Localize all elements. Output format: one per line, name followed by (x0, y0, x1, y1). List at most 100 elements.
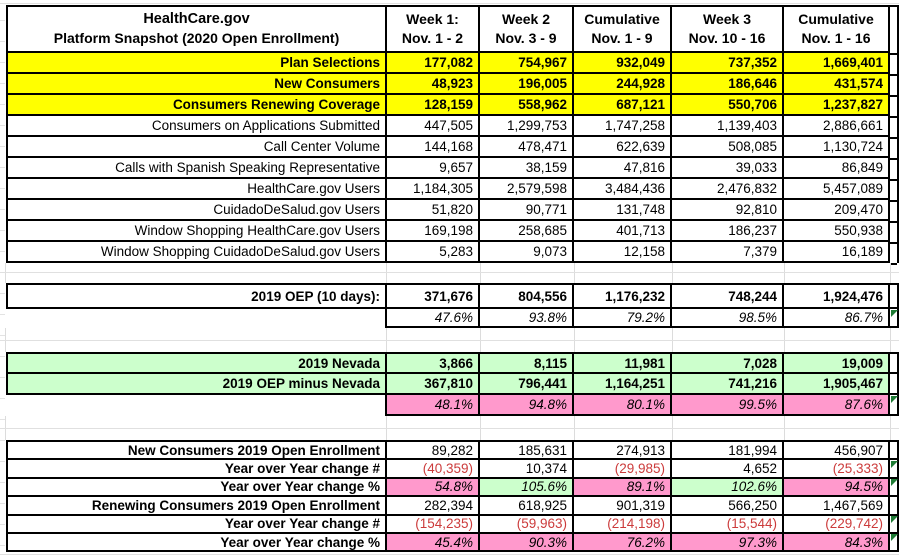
cell[interactable]: (15,544) (672, 515, 784, 534)
cell[interactable]: 177,082 (387, 53, 480, 74)
row-label[interactable]: 2019 OEP minus Nevada (8, 374, 387, 395)
column-header-week3[interactable]: Week 3 Nov. 10 - 16 (672, 7, 784, 53)
cell[interactable]: 550,938 (784, 221, 890, 242)
row-label[interactable]: Year over Year change # (8, 460, 387, 479)
row-label[interactable]: Year over Year change % (8, 533, 387, 553)
cell[interactable]: 39,033 (672, 158, 784, 179)
cell[interactable]: 94.8% (480, 395, 574, 416)
cell[interactable]: 371,676 (387, 285, 480, 309)
cell[interactable]: 1,237,827 (784, 95, 890, 116)
cell[interactable]: 45.4% (387, 533, 480, 553)
cell[interactable]: 86.7% (784, 309, 890, 328)
cell[interactable]: 1,164,251 (574, 374, 672, 395)
cell[interactable]: 1,924,476 (784, 285, 890, 309)
cell[interactable]: 258,685 (480, 221, 574, 242)
cell[interactable]: 1,747,258 (574, 116, 672, 137)
cell[interactable]: 89,282 (387, 442, 480, 461)
cell[interactable]: 901,319 (574, 497, 672, 516)
row-label[interactable]: HealthCare.gov Users (8, 179, 387, 200)
cell[interactable]: (25,333) (784, 460, 890, 479)
cell[interactable]: 456,907 (784, 442, 890, 461)
cell[interactable]: 90,771 (480, 200, 574, 221)
row-label[interactable]: 2019 Nevada (8, 354, 387, 374)
cell[interactable]: (229,742) (784, 515, 890, 534)
cell[interactable]: 9,657 (387, 158, 480, 179)
cell[interactable]: (29,985) (574, 460, 672, 479)
row-label[interactable]: CuidadoDeSalud.gov Users (8, 200, 387, 221)
cell[interactable]: 47,816 (574, 158, 672, 179)
cell[interactable]: (154,235) (387, 515, 480, 534)
cell[interactable]: 741,216 (672, 374, 784, 395)
cell[interactable]: 7,379 (672, 242, 784, 263)
row-label[interactable]: Year over Year change # (8, 515, 387, 534)
cell[interactable]: 2,579,598 (480, 179, 574, 200)
cell[interactable]: 9,073 (480, 242, 574, 263)
cell[interactable]: 4,652 (672, 460, 784, 479)
column-header-week2[interactable]: Week 2 Nov. 3 - 9 (480, 7, 574, 53)
cell[interactable]: 169,198 (387, 221, 480, 242)
cell[interactable]: 76.2% (574, 533, 672, 553)
cell[interactable]: 804,556 (480, 285, 574, 309)
row-label[interactable]: Call Center Volume (8, 137, 387, 158)
cell[interactable]: 11,981 (574, 354, 672, 374)
cell[interactable]: 185,631 (480, 442, 574, 461)
column-header-cumulative2[interactable]: Cumulative Nov. 1 - 16 (784, 7, 890, 53)
cell[interactable]: 796,441 (480, 374, 574, 395)
cell[interactable]: 79.2% (574, 309, 672, 328)
cell[interactable]: 2,886,661 (784, 116, 890, 137)
cell[interactable]: 1,130,724 (784, 137, 890, 158)
cell[interactable]: 99.5% (672, 395, 784, 416)
cell[interactable]: 748,244 (672, 285, 784, 309)
cell[interactable]: (59,963) (480, 515, 574, 534)
row-label[interactable]: Plan Selections (8, 53, 387, 74)
row-label[interactable]: New Consumers 2019 Open Enrollment (8, 442, 387, 461)
cell[interactable]: 274,913 (574, 442, 672, 461)
row-label[interactable]: Window Shopping CuidadoDeSalud.gov Users (8, 242, 387, 263)
cell[interactable]: 447,505 (387, 116, 480, 137)
cell[interactable]: 3,866 (387, 354, 480, 374)
cell[interactable]: 89.1% (574, 478, 672, 498)
cell[interactable]: 401,713 (574, 221, 672, 242)
cell[interactable]: 478,471 (480, 137, 574, 158)
cell[interactable]: 128,159 (387, 95, 480, 116)
cell[interactable]: 244,928 (574, 74, 672, 95)
cell[interactable]: 1,139,403 (672, 116, 784, 137)
cell[interactable]: 87.6% (784, 395, 890, 416)
cell[interactable]: 105.6% (480, 478, 574, 498)
cell[interactable]: 86,849 (784, 158, 890, 179)
column-header-cumulative1[interactable]: Cumulative Nov. 1 - 9 (574, 7, 672, 53)
cell[interactable]: (40,359) (387, 460, 480, 479)
table-title-cell[interactable]: HealthCare.gov Platform Snapshot (2020 O… (8, 7, 387, 53)
cell[interactable]: 48.1% (387, 395, 480, 416)
cell[interactable]: 932,049 (574, 53, 672, 74)
cell[interactable]: 12,158 (574, 242, 672, 263)
cell[interactable]: 1,669,401 (784, 53, 890, 74)
cell[interactable]: 3,484,436 (574, 179, 672, 200)
cell[interactable]: 47.6% (387, 309, 480, 328)
cell[interactable]: 550,706 (672, 95, 784, 116)
row-label[interactable]: Window Shopping HealthCare.gov Users (8, 221, 387, 242)
cell[interactable]: 5,457,089 (784, 179, 890, 200)
cell[interactable]: 92,810 (672, 200, 784, 221)
cell[interactable]: 144,168 (387, 137, 480, 158)
cell[interactable]: 8,115 (480, 354, 574, 374)
cell[interactable]: 84.3% (784, 533, 890, 553)
cell[interactable]: 367,810 (387, 374, 480, 395)
cell[interactable]: 16,189 (784, 242, 890, 263)
cell[interactable]: 1,905,467 (784, 374, 890, 395)
cell[interactable]: 754,967 (480, 53, 574, 74)
cell[interactable]: 508,085 (672, 137, 784, 158)
cell[interactable]: 1,184,305 (387, 179, 480, 200)
cell[interactable]: 196,005 (480, 74, 574, 95)
row-label[interactable]: New Consumers (8, 74, 387, 95)
row-label[interactable]: Consumers Renewing Coverage (8, 95, 387, 116)
cell[interactable]: 131,748 (574, 200, 672, 221)
cell[interactable]: 209,470 (784, 200, 890, 221)
cell[interactable]: 51,820 (387, 200, 480, 221)
cell[interactable]: (214,198) (574, 515, 672, 534)
row-label[interactable]: Renewing Consumers 2019 Open Enrollment (8, 497, 387, 516)
cell[interactable]: 19,009 (784, 354, 890, 374)
cell[interactable]: 102.6% (672, 478, 784, 498)
cell[interactable]: 737,352 (672, 53, 784, 74)
cell[interactable]: 431,574 (784, 74, 890, 95)
